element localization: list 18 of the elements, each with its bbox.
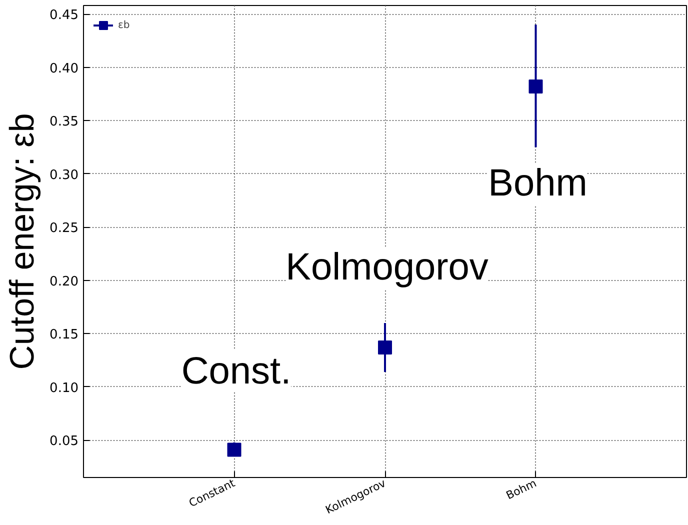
point bbox=[528, 79, 543, 94]
y-tick-label: 0.40 bbox=[50, 61, 79, 76]
annotation: Bohm bbox=[488, 162, 588, 204]
x-tick-label: Bohm bbox=[504, 476, 539, 502]
y-tick-label: 0.20 bbox=[50, 274, 79, 290]
point bbox=[227, 442, 242, 457]
annotation: Const. bbox=[181, 350, 292, 392]
legend-label: εb bbox=[118, 20, 131, 30]
y-tick-label: 0.45 bbox=[50, 8, 79, 24]
y-tick-label: 0.10 bbox=[50, 380, 79, 396]
y-tick-label: 0.05 bbox=[50, 434, 79, 450]
y-tick-label: 0.25 bbox=[50, 221, 79, 236]
point bbox=[378, 340, 392, 355]
y-tick-label: 0.35 bbox=[50, 114, 79, 130]
y-tick-label: 0.15 bbox=[50, 328, 79, 343]
y-tick-label: 0.30 bbox=[50, 168, 79, 183]
y-axis-title: Cutoff energy: εb bbox=[4, 113, 42, 370]
annotation: Kolmogorov bbox=[286, 246, 488, 288]
